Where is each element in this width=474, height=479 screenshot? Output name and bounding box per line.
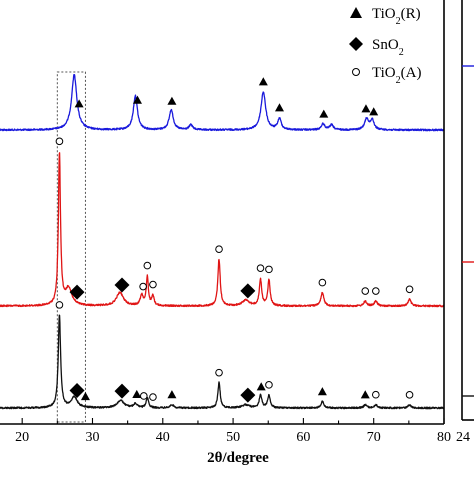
x-tick-label: 50	[226, 430, 240, 445]
series-1-diamond-marker-2	[114, 277, 130, 293]
series-2-line	[0, 314, 445, 410]
series-2-circle-marker-8	[215, 368, 223, 377]
series-0-triangle-marker-1	[132, 95, 142, 104]
series-1-circle-marker-0	[55, 137, 64, 146]
series-2-triangle-marker-12	[317, 387, 327, 396]
series-2-triangle-marker-2	[80, 391, 90, 401]
series-2-triangle-marker-10	[256, 382, 266, 391]
series-0-triangle-marker-3	[258, 77, 268, 86]
legend-diamond-marker	[349, 37, 363, 51]
series-1-circle-marker-5	[149, 280, 157, 289]
series-0-line	[0, 73, 445, 132]
series-2-triangle-marker-7	[167, 390, 177, 399]
series-1-circle-marker-9	[265, 265, 273, 274]
series-1-circle-marker-4	[143, 261, 152, 270]
series-1-line	[0, 152, 445, 308]
legend-label: TiO2(R)	[372, 6, 421, 27]
series-2-diamond-marker-3	[114, 383, 130, 399]
series-0-triangle-marker-7	[369, 107, 379, 116]
series-2-circle-marker-15	[405, 391, 414, 399]
legend-label: SnO2	[372, 37, 404, 58]
series-0-triangle-marker-0	[74, 99, 84, 108]
series-1-circle-marker-6	[215, 245, 223, 253]
series-0-triangle-marker-2	[167, 96, 177, 105]
x-tick-label: 80	[437, 430, 451, 445]
series-1-circle-marker-11	[361, 287, 370, 295]
series-2-triangle-marker-13	[360, 390, 370, 399]
series-1-circle-marker-12	[372, 287, 380, 295]
series-2-diamond-marker-1	[69, 382, 85, 398]
series-2-circle-marker-14	[372, 390, 380, 399]
series-2-triangle-marker-4	[132, 389, 142, 398]
series-1-diamond-marker-1	[69, 284, 85, 300]
series-1-circle-marker-13	[405, 285, 414, 294]
series-1-circle-marker-3	[139, 282, 147, 291]
x-tick-label: 30	[85, 430, 99, 445]
series-0-triangle-marker-4	[274, 103, 284, 112]
legend-circle-marker	[352, 68, 360, 76]
series-0-triangle-marker-5	[319, 109, 329, 118]
series-2-circle-marker-6	[149, 393, 157, 401]
series-2-circle-marker-11	[265, 381, 273, 389]
x-axis-label: 2θ/degree	[207, 450, 269, 466]
x-tick-label: 20	[15, 430, 29, 445]
series-1-circle-marker-8	[256, 264, 265, 272]
x-tick-label: 40	[156, 430, 170, 445]
series-2-diamond-marker-9	[240, 387, 256, 403]
series-0-triangle-marker-6	[361, 104, 371, 113]
series-2-circle-marker-0	[55, 301, 64, 309]
x-tick-label: 70	[367, 430, 381, 445]
series-2-circle-marker-5	[140, 392, 148, 400]
x-tick-label: 60	[296, 430, 310, 445]
series-1-diamond-marker-7	[240, 283, 256, 299]
series-1-circle-marker-10	[318, 278, 327, 287]
legend-label: TiO2(A)	[372, 65, 421, 86]
legend-triangle-marker	[350, 7, 362, 18]
side-panel-tick-label: 24	[456, 430, 470, 445]
